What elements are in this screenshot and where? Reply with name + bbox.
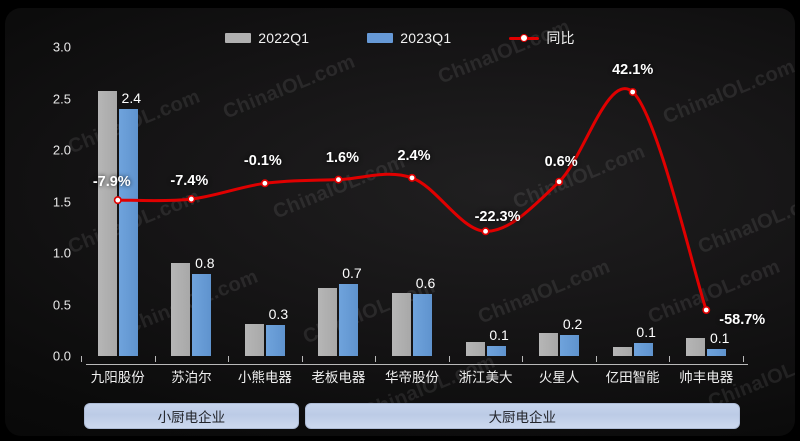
trend-point-marker — [628, 88, 637, 97]
legend-label: 同比 — [546, 30, 575, 46]
bar-value-label: 0.1 — [709, 329, 730, 346]
bar-value-label: 2.4 — [121, 89, 141, 106]
bar-2023q1 — [707, 348, 727, 356]
bar-2023q1 — [192, 273, 212, 356]
bar-2023q1 — [413, 294, 432, 356]
bar-2023q1 — [633, 342, 653, 356]
x-axis-tick — [595, 356, 597, 362]
x-axis-category-label: 帅丰电器 — [679, 370, 734, 385]
x-axis-tick — [375, 356, 377, 362]
y-axis-tick-label: 0.0 — [52, 348, 71, 364]
x-axis-tick — [522, 356, 524, 362]
trend-value-label: -7.9% — [92, 174, 131, 191]
x-axis-category-label: 浙江美大 — [458, 370, 513, 385]
bar-2023q1 — [265, 325, 285, 356]
legend-label: 2022Q1 — [258, 30, 310, 46]
legend-label: 2023Q1 — [400, 30, 452, 46]
trend-point-marker — [481, 227, 490, 236]
watermark-text: ChinaIOL.com — [475, 255, 614, 329]
bar-value-label: 0.1 — [636, 323, 656, 340]
bar-2022q1 — [686, 338, 706, 356]
group-tab-2[interactable]: 大厨电企业 — [304, 403, 740, 429]
bar-2023q1 — [560, 335, 580, 356]
bar-2023q1 — [339, 283, 359, 356]
bar-2022q1 — [244, 324, 264, 356]
bar-2023q1 — [118, 108, 138, 356]
trend-value-label: 2.4% — [397, 147, 431, 164]
bar-2023q1 — [486, 345, 506, 356]
watermark-text: ChinaIOL.com — [660, 55, 795, 129]
group-tabs: 小厨电企业 大厨电企业 — [5, 403, 795, 433]
trend-value-label: -7.4% — [170, 173, 209, 190]
x-axis-category-label: 火星人 — [538, 370, 580, 385]
y-axis-tick-label: 1.5 — [52, 194, 71, 209]
bar-2022q1 — [539, 333, 559, 356]
y-axis-tick-label: 1.0 — [52, 245, 71, 261]
x-axis-category-label: 华帝股份 — [385, 370, 439, 385]
bar-2022q1 — [392, 293, 411, 356]
bar-value-label: 0.3 — [268, 306, 289, 323]
x-axis-category-label: 九阳股份 — [90, 370, 145, 385]
bar-2022q1 — [318, 288, 338, 356]
x-axis-line — [86, 364, 748, 365]
trend-value-label: -0.1% — [243, 153, 282, 170]
legend-item-3[interactable]: 同比 — [509, 28, 575, 48]
trend-point-marker — [334, 175, 343, 184]
y-axis-tick-label: 2.0 — [52, 142, 71, 158]
legend-swatch-icon — [367, 33, 394, 43]
x-axis-tick — [81, 356, 82, 362]
trend-point-marker — [260, 179, 269, 188]
group-tab-label: 小厨电企业 — [157, 410, 226, 425]
trend-value-label: 1.6% — [325, 149, 359, 166]
x-axis-tick — [154, 356, 156, 362]
trend-value-label: 0.6% — [544, 153, 578, 170]
trend-value-label: -22.3% — [474, 209, 521, 226]
group-tab-label: 大厨电企业 — [488, 410, 557, 425]
watermark-text: ChinaIOL.com — [510, 140, 649, 214]
trend-point-marker — [555, 177, 564, 186]
group-tab-1[interactable]: 小厨电企业 — [84, 403, 299, 429]
x-axis-category-label: 亿田智能 — [605, 370, 660, 385]
y-axis-tick-label: 0.5 — [52, 297, 71, 312]
bar-2022q1 — [97, 91, 117, 356]
y-axis-tick-label: 3.0 — [52, 39, 71, 55]
bar-value-label: 0.6 — [415, 275, 436, 292]
chart-card: ChinaIOL.com ChinaIOL.com ChinaIOL.com Chin… — [5, 8, 795, 436]
bar-value-label: 0.8 — [195, 254, 215, 271]
x-axis-tick — [301, 356, 303, 362]
chart-legend: 2022Q1 2023Q1 同比 — [5, 26, 795, 50]
bar-value-label: 0.1 — [489, 326, 509, 343]
x-axis-tick — [228, 356, 230, 362]
y-axis-labels: 0.0 0.5 1.0 1.5 2.0 2.5 3.0 — [5, 8, 81, 376]
x-axis-tick — [743, 356, 744, 362]
x-axis-category-label: 老板电器 — [311, 370, 366, 385]
legend-item-1[interactable]: 2022Q1 — [225, 30, 309, 46]
legend-swatch-icon — [225, 33, 252, 43]
x-axis-category-label: 苏泊尔 — [171, 370, 212, 385]
trend-value-label: -58.7% — [719, 312, 766, 328]
x-axis-category-label: 小熊电器 — [237, 370, 292, 385]
trend-point-marker — [702, 305, 711, 314]
trend-point-marker — [187, 195, 196, 204]
trend-value-label: 42.1% — [612, 62, 654, 78]
x-axis-tick — [669, 356, 671, 362]
x-axis-tick — [448, 356, 450, 362]
bar-value-label: 0.7 — [342, 264, 362, 281]
bar-2022q1 — [465, 341, 485, 356]
watermark-text: ChinaIOL.com — [695, 185, 795, 259]
watermark-text: ChinaIOL.com — [220, 50, 359, 124]
bar-2022q1 — [612, 346, 632, 356]
bar-2022q1 — [171, 263, 191, 356]
legend-item-2[interactable]: 2023Q1 — [367, 30, 451, 46]
trend-point-marker — [407, 173, 416, 182]
legend-line-icon — [509, 33, 540, 43]
bar-value-label: 0.2 — [562, 316, 583, 333]
y-axis-tick-label: 2.5 — [52, 91, 71, 106]
